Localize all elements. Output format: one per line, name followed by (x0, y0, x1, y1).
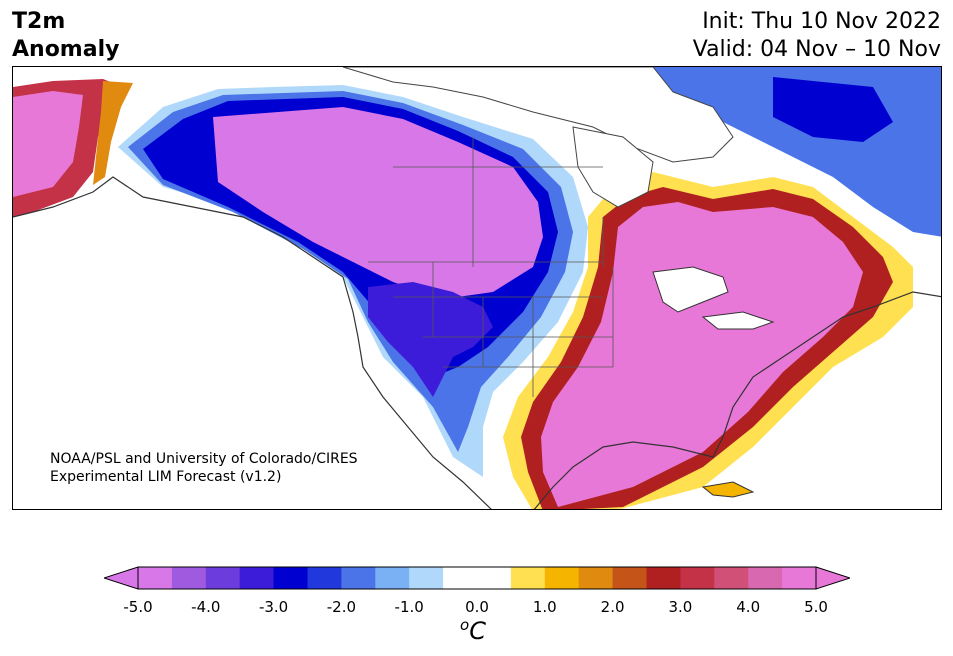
colorbar-tick-label: -3.0 (258, 598, 289, 616)
colorbar-tick-label: -4.0 (191, 598, 221, 616)
unit-celsius: C (469, 617, 486, 645)
colorbar-segment (443, 567, 478, 589)
map-title: T2m Anomaly (12, 8, 119, 64)
colorbar-tick-label: 5.0 (804, 598, 828, 616)
unit-label: oC (460, 616, 486, 645)
alaska-pink-core (13, 91, 83, 197)
credit-line-2: Experimental LIM Forecast (v1.2) (50, 469, 281, 485)
colorbar-segment (409, 567, 444, 589)
colorbar-segment (646, 567, 681, 589)
colorbar-segment (341, 567, 376, 589)
colorbar-tick-label: -1.0 (394, 598, 424, 616)
colorbar-tick-label: -5.0 (123, 598, 153, 616)
colorbar-tick-label: 3.0 (668, 598, 693, 616)
colorbar-tick-label: 0.0 (465, 598, 489, 616)
cuba (701, 481, 755, 498)
colorbar-segment (714, 567, 749, 589)
init-date: Init: Thu 10 Nov 2022 (702, 9, 941, 34)
colorbar-tick-label: -2.0 (326, 598, 357, 616)
colorbar-segment (307, 567, 342, 589)
coastline (13, 176, 941, 509)
hudson-bay (572, 126, 654, 208)
arctic-islands (342, 67, 734, 163)
credit-line-1: NOAA/PSL and University of Colorado/CIRE… (50, 451, 358, 467)
cold-anomaly-core (213, 107, 543, 299)
colorbar-segment (239, 567, 275, 589)
colorbar-frame (137, 566, 817, 590)
colorbar-segment (375, 567, 410, 589)
colorbar-segment (612, 567, 647, 589)
colorbar-segment (748, 567, 783, 589)
colorbar-segments (104, 566, 850, 590)
map-panel: NOAA/PSL and University of Colorado/CIRE… (12, 66, 942, 510)
colorbar-segment (680, 567, 715, 589)
quantity-label: Anomaly (12, 37, 120, 62)
unit-degree: o (460, 616, 470, 634)
valid-range: Valid: 04 Nov – 10 Nov (692, 37, 941, 62)
date-info: Init: Thu 10 Nov 2022 Valid: 04 Nov – 10… (693, 8, 941, 64)
colorbar-tick-label: 1.0 (532, 598, 557, 616)
colorbar-segment (171, 567, 207, 589)
colorbar-segment (782, 567, 817, 589)
alaska-orange-band (93, 81, 133, 185)
colorbar-segment (273, 567, 308, 589)
colorbar-under-arrow (104, 566, 139, 590)
colorbar (104, 566, 850, 590)
variable-label: T2m (12, 9, 66, 34)
colorbar-segment (205, 567, 241, 589)
anomaly-map: NOAA/PSL and University of Colorado/CIRE… (13, 67, 941, 509)
colorbar-segment (510, 567, 546, 589)
northeast-deep-cold (773, 77, 893, 142)
colorbar-tick-label: 2.0 (600, 598, 625, 616)
colorbar-tick-label: 4.0 (736, 598, 761, 616)
east-warm-core (541, 202, 863, 507)
colorbar-segment (578, 567, 614, 589)
great-lakes (652, 266, 775, 330)
state-borders (368, 137, 614, 397)
colorbar-segment (477, 567, 512, 589)
southwest-cold-pocket (368, 282, 493, 397)
colorbar-segment (544, 567, 580, 589)
colorbar-segment (138, 567, 173, 589)
colorbar-over-arrow (815, 566, 850, 590)
